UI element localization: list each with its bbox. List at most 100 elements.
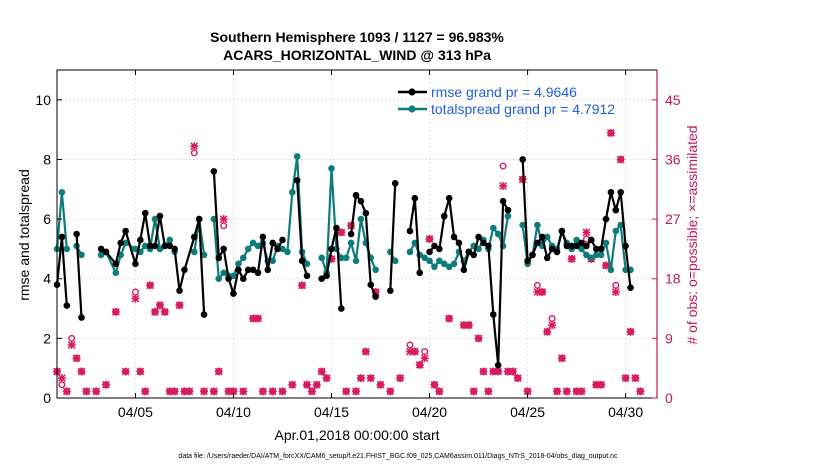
series-rmse-point	[333, 224, 340, 232]
obs-assimilated-marker	[312, 380, 321, 389]
obs-assimilated-marker	[376, 380, 385, 389]
series-rmse-point	[117, 239, 125, 247]
series-totalspread-point	[342, 254, 350, 262]
obs-assimilated-marker	[562, 387, 571, 396]
series-rmse-point	[137, 236, 144, 244]
series-rmse-point	[318, 275, 326, 283]
series-totalspread-point	[391, 257, 399, 265]
series-rmse-point	[534, 239, 541, 247]
x-tick-label: 04/05	[118, 404, 153, 420]
series-totalspread-point	[293, 153, 301, 160]
series-rmse-point	[431, 242, 438, 250]
y2-tick-label: 18	[665, 271, 681, 287]
series-totalspread-point	[239, 254, 247, 262]
series-rmse-point	[352, 191, 360, 199]
series-rmse-point	[210, 168, 218, 175]
series-rmse-point	[499, 197, 507, 205]
series-rmse-point	[171, 245, 178, 253]
series-totalspread-point	[592, 251, 600, 259]
obs-assimilated-marker	[577, 387, 586, 396]
obs-assimilated-marker	[415, 360, 424, 369]
chart-title: Southern Hemisphere 1093 / 1127 = 96.983…	[210, 29, 504, 45]
obs-assimilated-marker	[538, 288, 547, 296]
series-totalspread-point	[450, 260, 458, 268]
obs-assimilated-marker	[185, 387, 194, 396]
obs-assimilated-marker	[102, 380, 110, 389]
obs-assimilated-marker	[342, 387, 351, 396]
obs-assimilated-marker	[239, 387, 248, 396]
x-tick-label: 04/30	[608, 404, 643, 420]
series-rmse-point	[141, 209, 149, 217]
legend: rmse grand pr = 4.9646 totalspread grand…	[398, 84, 615, 117]
series-rmse-point	[548, 245, 556, 253]
obs-assimilated-marker	[254, 314, 262, 323]
series-totalspread-point	[519, 221, 526, 229]
series-totalspread-point	[254, 242, 262, 250]
series-rmse-point	[254, 269, 262, 277]
obs-assimilated-marker	[469, 387, 478, 396]
series-rmse-point	[347, 230, 355, 238]
series-rmse-point	[573, 242, 580, 250]
obs-assimilated-marker	[214, 367, 223, 376]
obs-assimilated-marker	[513, 374, 522, 383]
series-rmse-point	[323, 272, 330, 280]
series-rmse-point	[367, 281, 375, 288]
series-totalspread-point	[166, 236, 174, 244]
y-tick-label: 10	[35, 92, 51, 108]
series-totalspread-point	[578, 245, 585, 253]
series-rmse-point	[303, 272, 311, 280]
series-totalspread-point	[597, 251, 605, 259]
obs-assimilated-marker	[484, 387, 493, 396]
series-rmse-point	[592, 245, 600, 253]
series-rmse-point	[156, 212, 164, 220]
obs-assimilated-marker	[268, 387, 277, 396]
series-rmse-point	[338, 305, 345, 312]
obs-assimilated-marker	[209, 387, 218, 396]
obs-assimilated-marker	[307, 387, 316, 396]
series-rmse-point	[220, 245, 227, 253]
series-totalspread-point	[318, 254, 326, 262]
series-totalspread-point	[78, 251, 85, 259]
series-totalspread-point	[352, 257, 360, 265]
obs-assimilated-marker	[356, 374, 365, 383]
obs-assimilated-marker	[631, 374, 640, 383]
obs-assimilated-marker	[82, 387, 91, 396]
series-totalspread-point	[141, 242, 149, 250]
series-rmse-point	[239, 275, 247, 283]
x-tick-label: 04/10	[216, 404, 251, 420]
legend-marker-totalspread	[408, 105, 416, 113]
series-totalspread-point	[200, 251, 208, 259]
obs-assimilated-marker	[508, 367, 517, 376]
obs-assimilated-marker	[430, 380, 439, 389]
series-rmse-point	[465, 248, 473, 256]
series-rmse	[53, 156, 634, 369]
series-totalspread-point	[431, 263, 438, 271]
obs-assimilated-marker	[317, 367, 326, 376]
series-rmse-point	[161, 242, 169, 250]
series-rmse-point	[264, 266, 272, 274]
obs-assimilated-marker	[557, 354, 566, 363]
obs-assimilated-marker	[72, 354, 81, 363]
series-totalspread-point	[347, 239, 355, 247]
series-totalspread-point	[284, 248, 291, 256]
obs-assimilated-marker	[151, 307, 159, 316]
series-rmse-point	[269, 239, 276, 247]
obs-assimilated-marker	[141, 387, 150, 396]
obs-assimilated-marker	[366, 374, 375, 383]
obs-assimilated-marker	[582, 228, 591, 237]
obs-assimilated-marker	[62, 387, 71, 396]
obs-assimilated-marker	[410, 347, 419, 356]
obs-assimilated-marker	[160, 307, 169, 316]
series-totalspread-point	[249, 239, 257, 247]
series-rmse-point	[529, 251, 536, 259]
series-totalspread-point	[288, 188, 296, 196]
obs-assimilated-marker	[553, 387, 561, 396]
series-rmse-point	[132, 260, 139, 268]
series-totalspread-point	[303, 260, 311, 268]
series-lines	[53, 153, 634, 369]
obs-assimilated-marker	[146, 281, 155, 290]
legend-label-rmse: rmse grand pr = 4.9646	[431, 84, 577, 100]
series-totalspread-point	[440, 260, 448, 268]
series-rmse-point	[78, 314, 85, 321]
series-rmse-point	[244, 266, 252, 274]
